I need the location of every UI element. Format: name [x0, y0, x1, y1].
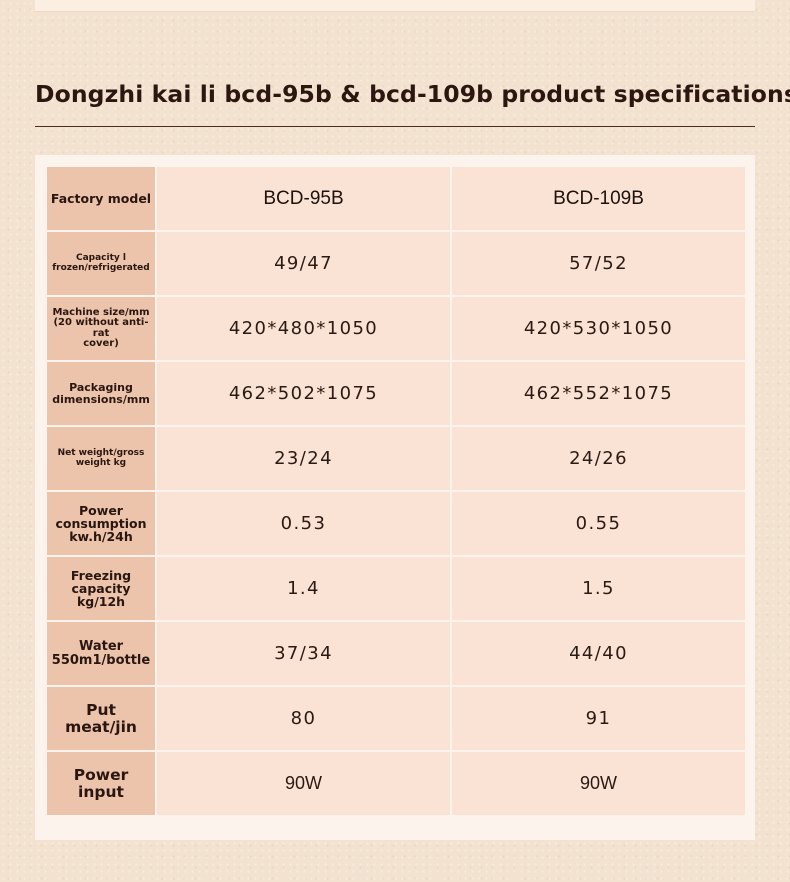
top-content-strip	[35, 0, 755, 12]
table-row-power-input: Power input 90W 90W	[45, 750, 747, 817]
header-label: Factory model	[50, 190, 152, 206]
row-label-line: dimensions/mm	[52, 392, 150, 406]
spec-table: Factory model BCD-95B BCD-109B Capacity …	[45, 165, 747, 817]
value-model-b: 420*530*1050	[450, 295, 747, 362]
row-label-cell: Packaging dimensions/mm	[45, 360, 157, 427]
row-label-line: Water	[78, 638, 124, 654]
row-label-line: consumption	[55, 515, 147, 531]
row-label-line: 550m1/bottle	[51, 652, 151, 668]
value-model-a: 1.4	[155, 555, 452, 622]
value-model-a: 0.53	[155, 490, 452, 557]
row-label-line: kw.h/24h	[69, 529, 133, 545]
value-model-a: 37/34	[155, 620, 452, 687]
row-label-cell: Net weight/gross weight kg	[45, 425, 157, 492]
value-model-a: 462*502*1075	[155, 360, 452, 427]
row-label-line: Power	[79, 502, 123, 518]
table-row-weight: Net weight/gross weight kg 23/24 24/26	[45, 425, 747, 492]
row-label-line: Net weight/gross	[57, 448, 145, 459]
row-label-line: weight kg	[75, 457, 127, 468]
row-label-cell: Put meat/jin	[45, 685, 157, 752]
value-model-a: 90W	[155, 750, 452, 817]
value-model-a: 80	[155, 685, 452, 752]
value-model-b: 0.55	[450, 490, 747, 557]
table-row-machine-size: Machine size/mm (20 without anti-rat cov…	[45, 295, 747, 362]
row-label-cell: Machine size/mm (20 without anti-rat cov…	[45, 295, 157, 362]
table-row-packaging: Packaging dimensions/mm 462*502*1075 462…	[45, 360, 747, 427]
value-model-b: 24/26	[450, 425, 747, 492]
value-model-b: 462*552*1075	[450, 360, 747, 427]
row-label-line: Put meat/jin	[65, 701, 137, 736]
row-label-line: Packaging	[69, 380, 133, 394]
row-label-line: cover)	[83, 338, 119, 349]
value-model-b: 90W	[450, 750, 747, 817]
row-label-line: capacity	[71, 580, 131, 596]
table-row-capacity: Capacity l frozen/refrigerated 49/47 57/…	[45, 230, 747, 297]
row-label-cell: Capacity l frozen/refrigerated	[45, 230, 157, 297]
row-label-line: Freezing	[70, 567, 132, 583]
table-row-power-consumption: Power consumption kw.h/24h 0.53 0.55	[45, 490, 747, 557]
header-model-a: BCD-95B	[155, 165, 452, 232]
row-label-line: (20 without anti-rat	[53, 317, 149, 339]
row-label-line: frozen/refrigerated	[52, 262, 150, 273]
page-title: Dongzhi kai li bcd-95b & bcd-109b produc…	[35, 80, 790, 108]
value-model-a: 49/47	[155, 230, 452, 297]
value-model-b: 57/52	[450, 230, 747, 297]
table-row-put-meat: Put meat/jin 80 91	[45, 685, 747, 752]
row-label-cell: Freezing capacity kg/12h	[45, 555, 157, 622]
header-label-cell: Factory model	[45, 165, 157, 232]
title-divider	[35, 126, 755, 127]
row-label-line: Power input	[73, 766, 129, 801]
row-label-cell: Power consumption kw.h/24h	[45, 490, 157, 557]
row-label-line: Capacity l	[75, 253, 126, 264]
table-row-water: Water 550m1/bottle 37/34 44/40	[45, 620, 747, 687]
row-label-line: kg/12h	[76, 594, 126, 610]
table-row-freezing-capacity: Freezing capacity kg/12h 1.4 1.5	[45, 555, 747, 622]
row-label-cell: Water 550m1/bottle	[45, 620, 157, 687]
value-model-a: 420*480*1050	[155, 295, 452, 362]
value-model-a: 23/24	[155, 425, 452, 492]
value-model-b: 1.5	[450, 555, 747, 622]
table-header-row: Factory model BCD-95B BCD-109B	[45, 165, 747, 232]
header-model-b: BCD-109B	[450, 165, 747, 232]
row-label-line: Machine size/mm	[52, 306, 150, 318]
value-model-b: 44/40	[450, 620, 747, 687]
value-model-b: 91	[450, 685, 747, 752]
row-label-cell: Power input	[45, 750, 157, 817]
